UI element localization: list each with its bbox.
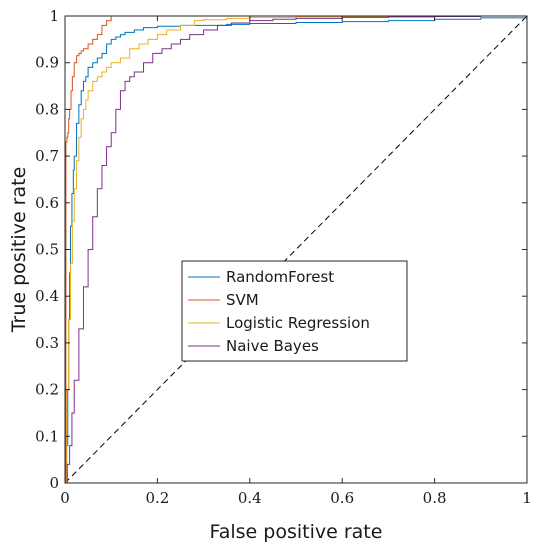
y-axis-ticks: 0 0.1 0.2 0.3 0.4 0.5 0.6 0.7 0.8 0.9 1 bbox=[35, 7, 527, 492]
legend-label-naive-bayes: Naive Bayes bbox=[226, 337, 319, 355]
reference-diagonal-group bbox=[64, 15, 528, 484]
x-tick-label: 1 bbox=[522, 489, 532, 507]
y-tick-label: 0.1 bbox=[35, 427, 59, 445]
y-tick-label: 0 bbox=[49, 474, 59, 492]
y-tick-label: 0.3 bbox=[35, 334, 59, 352]
y-tick-label: 1 bbox=[49, 7, 59, 25]
y-tick-label: 0.4 bbox=[35, 287, 59, 305]
y-tick-label: 0.5 bbox=[35, 241, 59, 259]
legend-label-logistic-regression: Logistic Regression bbox=[226, 314, 370, 332]
y-axis-title: True positive rate bbox=[8, 167, 30, 334]
y-tick-label: 0.7 bbox=[35, 147, 59, 165]
y-tick-label: 0.2 bbox=[35, 381, 59, 399]
x-tick-label: 0.6 bbox=[330, 489, 354, 507]
x-tick-label: 0 bbox=[60, 489, 70, 507]
x-tick-label: 0.4 bbox=[238, 489, 262, 507]
series-line-naive-bayes bbox=[65, 15, 527, 484]
x-axis-title: False positive rate bbox=[210, 521, 383, 543]
series-line-logistic-regression bbox=[65, 15, 527, 484]
x-axis-ticks: 0 0.2 0.4 0.6 0.8 1 bbox=[60, 16, 532, 507]
y-tick-label: 0.9 bbox=[35, 54, 59, 72]
y-tick-label: 0.8 bbox=[35, 100, 59, 118]
x-tick-label: 0.2 bbox=[145, 489, 169, 507]
legend-box bbox=[181, 260, 408, 362]
y-tick-label: 0.6 bbox=[35, 194, 59, 212]
x-tick-label: 0.8 bbox=[423, 489, 447, 507]
series-line-randomforest bbox=[65, 16, 528, 484]
legend: RandomForest SVM Logistic Regression Naive … bbox=[181, 260, 408, 362]
legend-label-randomforest: RandomForest bbox=[226, 268, 334, 286]
legend-label-svm: SVM bbox=[226, 291, 259, 309]
reference-diagonal-line bbox=[64, 15, 528, 484]
